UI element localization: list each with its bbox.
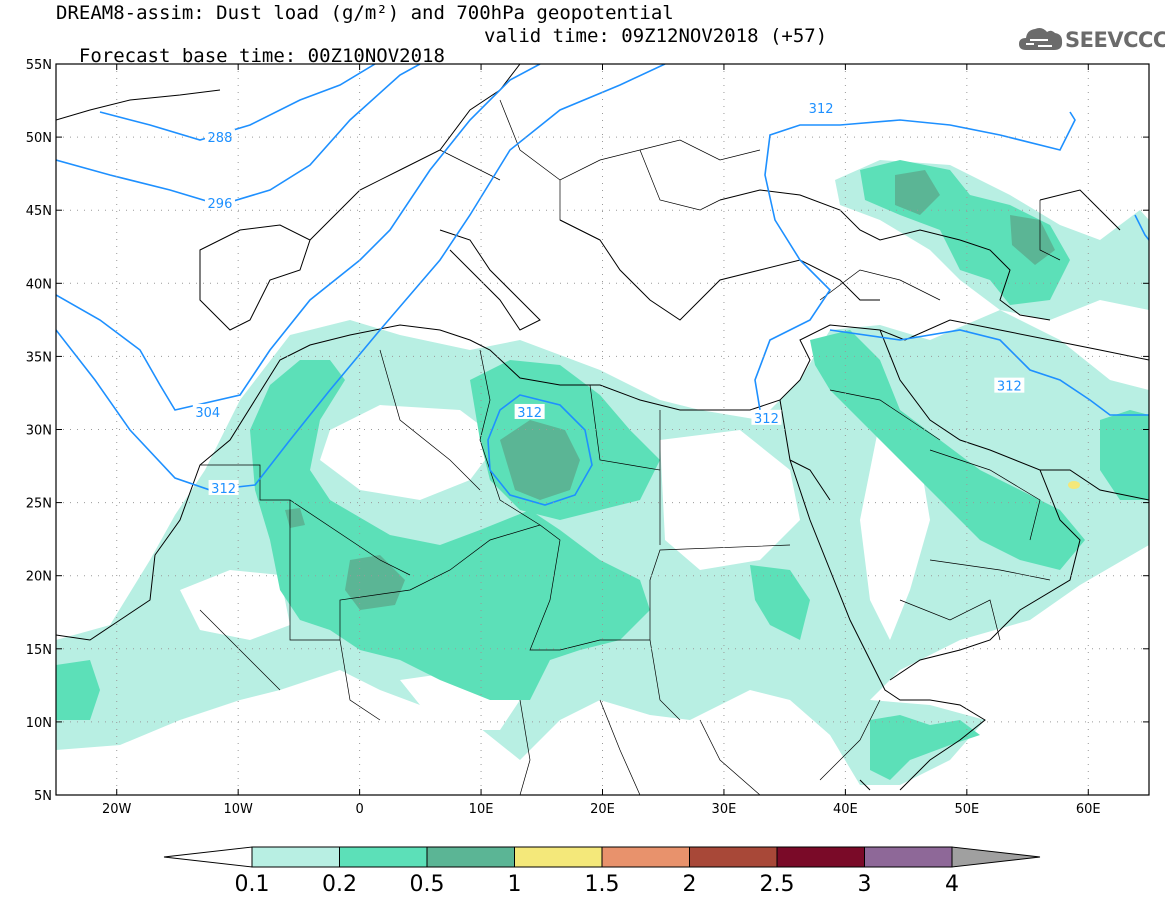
dust-band-medium-arabia: [810, 330, 1085, 570]
contour-label-bg: [514, 403, 545, 419]
contour-312-iran: [829, 329, 1149, 416]
lat-tick-label: 5N: [34, 789, 52, 804]
lon-tick-label: 0: [355, 802, 363, 817]
contour-label-bg: [204, 194, 235, 210]
contour-label: 304: [195, 406, 220, 421]
colorbar-label: 0.2: [322, 872, 357, 897]
contour-312-libya: [487, 394, 593, 506]
colorbar-label: 3: [857, 872, 872, 897]
lat-tick-label: 40N: [26, 277, 52, 292]
lat-tick-label: 15N: [26, 643, 52, 658]
lon-tick-label: 10E: [469, 802, 494, 817]
dust-core-high-1: [500, 420, 580, 500]
contour-304: [56, 64, 541, 411]
contour-label: 296: [208, 197, 233, 212]
contour-label: 312: [809, 102, 834, 117]
cloud-icon: [1019, 28, 1063, 50]
geopotential-contours: [56, 64, 1149, 506]
contour-label-bg: [204, 129, 235, 145]
lat-tick-label: 30N: [26, 424, 52, 439]
colorbar: [163, 846, 1041, 868]
lon-tick-label: 10W: [223, 802, 253, 817]
dust-core-high-3: [895, 170, 940, 215]
dust-core-high-4: [1010, 215, 1055, 265]
colorbar-swatch: [339, 846, 428, 868]
lat-tick-label: 55N: [26, 58, 52, 73]
coastlines: [56, 64, 1149, 791]
contour-label: 312: [754, 412, 779, 427]
dust-gap-2: [180, 570, 290, 640]
lat-tick-label: 50N: [26, 131, 52, 146]
dust-patch-west-africa: [56, 660, 100, 720]
lon-tick-label: 20E: [590, 802, 615, 817]
dust-patch-iran: [1100, 410, 1149, 500]
colorbar-over-triangle: [951, 846, 1041, 868]
colorbar-swatch: [426, 846, 515, 868]
colorbar-swatch: [514, 846, 603, 868]
lon-tick-label: 60E: [1076, 802, 1101, 817]
contour-label: 288: [208, 131, 233, 146]
dust-peak-oman: [1068, 481, 1080, 489]
contour-label-bg: [751, 409, 782, 425]
contour-labels: 288 296 304 312 312 312 312 312: [192, 99, 1025, 497]
colorbar-swatch: [864, 846, 953, 868]
lat-tick-label: 35N: [26, 350, 52, 365]
colorbar-label: 1: [507, 872, 522, 897]
dust-band-medium: [250, 360, 650, 700]
contour-288: [99, 64, 376, 141]
valid-time: valid time: 09Z12NOV2018 (+57): [484, 25, 828, 47]
colorbar-swatch: [251, 846, 340, 868]
forecast-times: Forecast base time: 00Z10NOV2018 valid t…: [56, 26, 827, 86]
dust-patch-horn: [870, 715, 980, 780]
contour-312-east: [754, 111, 1076, 411]
lon-tick-label: 20W: [102, 802, 132, 817]
dust-gap-1: [320, 405, 500, 500]
colorbar-label: 1.5: [584, 872, 620, 897]
lon-tick-label: 30E: [712, 802, 737, 817]
contour-296: [56, 64, 421, 206]
latitude-ticks: 55N 50N 45N 40N 35N 30N 25N 20N 15N 10N 5N: [26, 58, 1149, 804]
contour-label: 312: [517, 406, 542, 421]
colorbar-label: 0.1: [234, 872, 270, 897]
lon-tick-label: 40E: [833, 802, 858, 817]
lat-tick-label: 10N: [26, 716, 52, 731]
contour-label-bg: [806, 99, 837, 115]
colorbar-label: 2: [682, 872, 697, 897]
colorbar-label: 0.5: [409, 872, 445, 897]
dust-patch-sudan: [750, 565, 810, 640]
contour-label-bg: [192, 403, 223, 419]
colorbar-swatch: [601, 846, 690, 868]
contour-312-far-east: [1134, 214, 1149, 241]
lat-tick-label: 25N: [26, 497, 52, 512]
contour-label-bg: [994, 377, 1025, 393]
map-title: DREAM8-assim: Dust load (g/m²) and 700hP…: [56, 2, 674, 24]
seevccc-logo: SEEVCCC: [1018, 24, 1165, 58]
longitude-ticks: 20W 10W 0 10E 20E 30E 40E 50E 60E: [102, 64, 1101, 817]
country-borders: [199, 99, 1061, 795]
contour-312-west: [56, 64, 666, 491]
contour-label-bg: [208, 479, 239, 495]
contour-label: 312: [211, 482, 236, 497]
colorbar-swatch: [689, 846, 778, 868]
colorbar-under-triangle: [163, 846, 253, 868]
dust-gap-4: [860, 420, 930, 640]
logo-text: SEEVCCC: [1065, 28, 1165, 52]
lat-tick-label: 45N: [26, 204, 52, 219]
dust-gap-3: [660, 430, 800, 570]
colorbar-label: 4: [945, 872, 959, 897]
contour-label: 312: [997, 380, 1022, 395]
lat-tick-label: 20N: [26, 570, 52, 585]
colorbar-swatch: [776, 846, 865, 868]
colorbar-label: 2.5: [759, 872, 795, 897]
lon-tick-label: 50E: [954, 802, 979, 817]
base-time: Forecast base time: 00Z10NOV2018: [78, 45, 445, 67]
